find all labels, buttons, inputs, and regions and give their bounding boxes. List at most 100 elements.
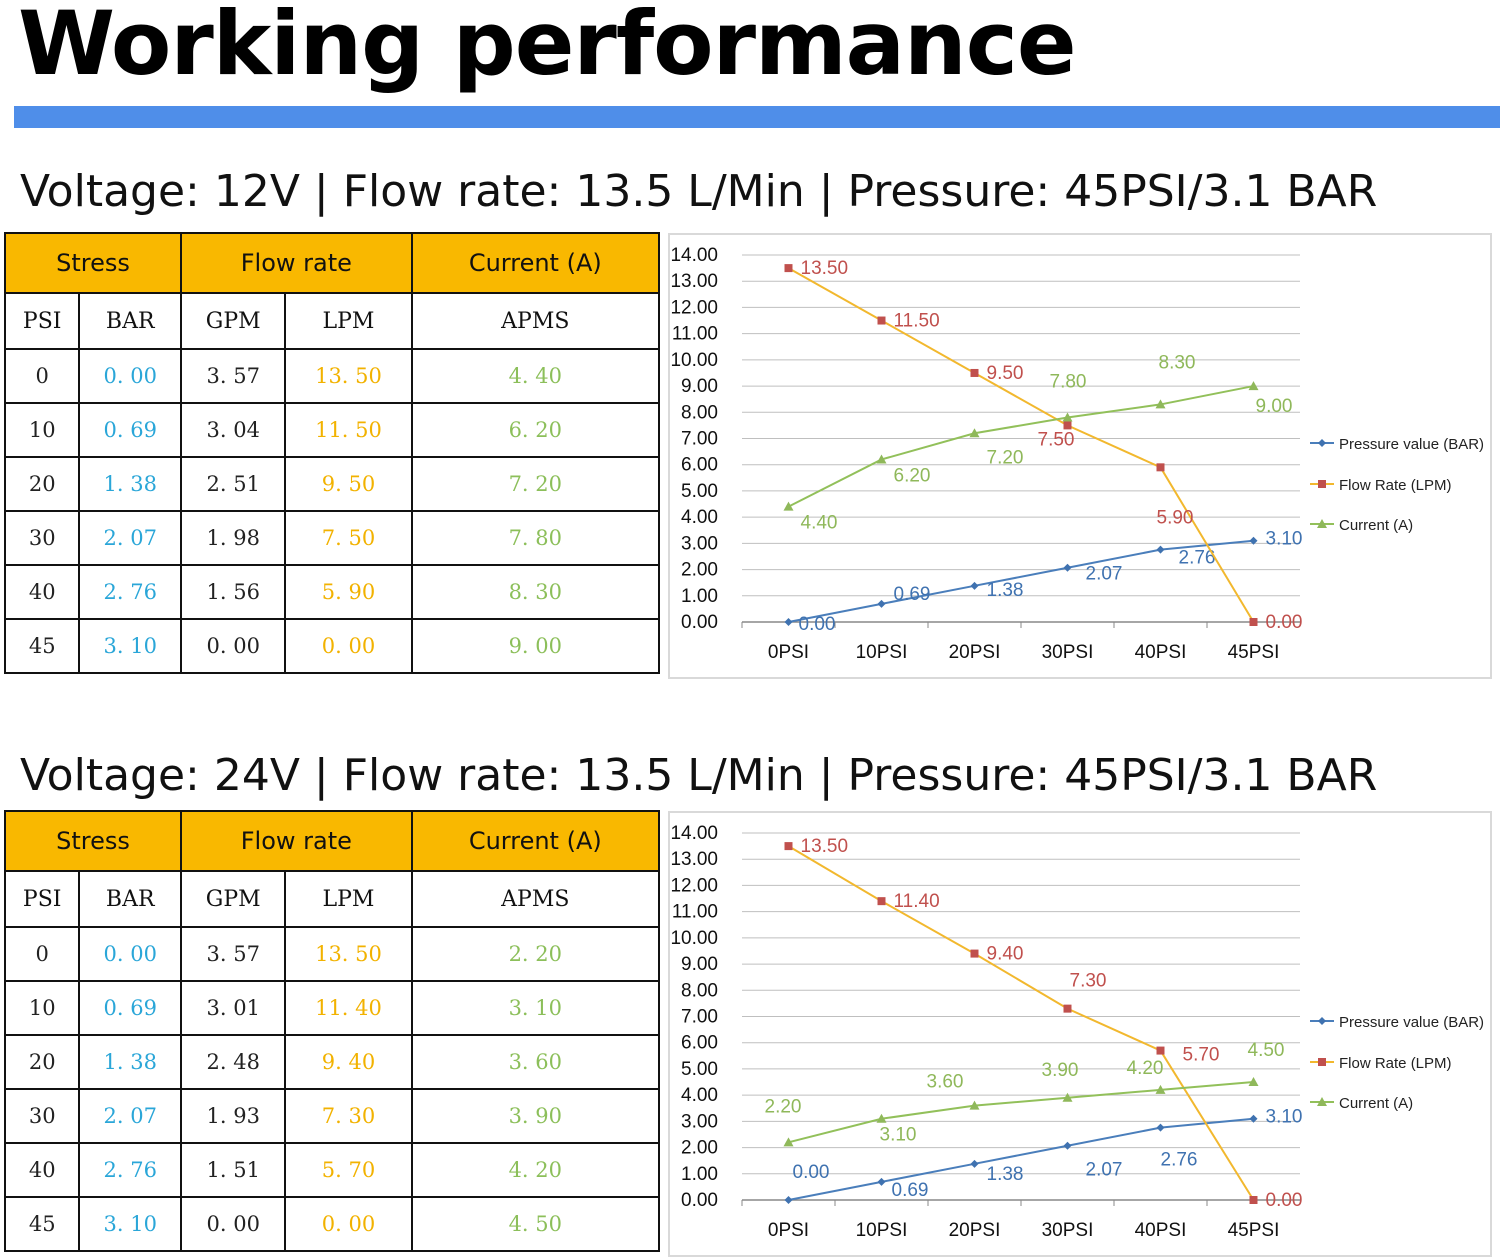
- data-point: [1248, 1077, 1259, 1087]
- data-label: 3.60: [927, 1072, 964, 1093]
- section-12v: Voltage: 12V | Flow rate: 13.5 L/Min | P…: [0, 0, 1500, 679]
- cell-bar: 0. 00: [78, 348, 183, 404]
- cell-bar: 1. 38: [78, 1034, 183, 1090]
- data-label: 2.20: [765, 1096, 802, 1117]
- data-point: [970, 1159, 979, 1168]
- section-subtitle: Voltage: 12V | Flow rate: 13.5 L/Min | P…: [20, 166, 1378, 217]
- subheader-gpm: GPM: [180, 870, 287, 928]
- cell-psi: 30: [3, 1088, 81, 1144]
- y-tick-label: 3.00: [681, 1111, 718, 1132]
- cell-psi: 30: [3, 510, 81, 566]
- x-tick-label: 40PSI: [1135, 642, 1187, 663]
- data-label: 4.50: [1248, 1040, 1285, 1061]
- cell-apms: 4. 20: [410, 1142, 661, 1198]
- cell-bar: 1. 38: [78, 456, 183, 512]
- y-tick-label: 4.00: [681, 1085, 718, 1106]
- data-label: 3.10: [1266, 529, 1303, 550]
- cell-gpm: 0. 00: [180, 1196, 287, 1252]
- data-point: [1249, 1196, 1258, 1204]
- section-subtitle: Voltage: 24V | Flow rate: 13.5 L/Min | P…: [20, 750, 1378, 801]
- cell-gpm: 1. 56: [180, 564, 287, 620]
- data-point: [1063, 421, 1072, 430]
- table-row: 10 0. 69 3. 04 11. 50 6. 20: [3, 402, 661, 458]
- table-row: 45 3. 10 0. 00 0. 00 4. 50: [3, 1196, 661, 1252]
- cell-psi: 0: [3, 926, 81, 982]
- cell-apms: 3. 10: [410, 980, 661, 1036]
- data-label: 11.50: [894, 311, 940, 332]
- data-point: [969, 428, 980, 438]
- table-row: 10 0. 69 3. 01 11. 40 3. 10: [3, 980, 661, 1036]
- y-tick-label: 3.00: [681, 533, 718, 554]
- data-label: 7.30: [1070, 971, 1107, 992]
- cell-lpm: 13. 50: [284, 348, 413, 404]
- data-label: 6.20: [894, 465, 931, 486]
- data-point: [970, 581, 979, 590]
- performance-table: Stress Flow rate Current (A) PSI BAR GPM…: [3, 810, 661, 1252]
- y-tick-label: 13.00: [670, 271, 718, 292]
- x-tick-label: 20PSI: [949, 1220, 1001, 1241]
- cell-gpm: 2. 48: [180, 1034, 287, 1090]
- data-point: [1249, 1114, 1258, 1123]
- y-tick-label: 7.00: [681, 429, 718, 450]
- line-chart-24v: 0.00 1.00 2.00 3.00 4.00 5.00 6.00 7.00 8.00 9.00…: [668, 811, 1492, 1257]
- data-point: [969, 1100, 980, 1110]
- data-label: 3.90: [1042, 1060, 1079, 1081]
- data-point: [1156, 545, 1165, 554]
- cell-gpm: 2. 51: [180, 456, 287, 512]
- legend-label: Pressure value (BAR): [1339, 436, 1484, 453]
- data-point: [1248, 381, 1259, 391]
- data-point: [876, 1113, 887, 1123]
- table-row: 20 1. 38 2. 48 9. 40 3. 60: [3, 1034, 661, 1090]
- x-tick-label: 45PSI: [1228, 1220, 1280, 1241]
- header-current: Current (A): [410, 810, 661, 872]
- cell-psi: 10: [3, 980, 81, 1036]
- cell-lpm: 5. 70: [284, 1142, 413, 1198]
- y-tick-label: 9.00: [681, 954, 718, 975]
- y-tick-label: 10.00: [670, 928, 718, 949]
- data-point: [1063, 563, 1072, 572]
- data-point: [784, 842, 793, 851]
- page-title: Working performance: [18, 0, 1077, 95]
- data-point: [784, 618, 793, 626]
- table-row: 45 3. 10 0. 00 0. 00 9. 00: [3, 618, 661, 674]
- data-point: [970, 368, 979, 377]
- data-label: 11.40: [894, 891, 940, 912]
- x-tick-label: 30PSI: [1042, 1220, 1094, 1241]
- data-label: 0.00: [1266, 1190, 1303, 1211]
- subheader-bar: BAR: [78, 870, 183, 928]
- data-label: 9.50: [987, 363, 1024, 384]
- series-line: [788, 267, 1255, 623]
- cell-lpm: 9. 50: [284, 456, 413, 512]
- x-tick-label: 20PSI: [949, 642, 1001, 663]
- y-tick-label: 2.00: [681, 560, 718, 581]
- y-tick-label: 7.00: [681, 1007, 718, 1028]
- data-label: 0.69: [892, 1180, 929, 1201]
- cell-apms: 6. 20: [410, 402, 661, 458]
- cell-lpm: 7. 30: [284, 1088, 413, 1144]
- cell-apms: 7. 20: [410, 456, 661, 512]
- data-label: 9.00: [1256, 396, 1293, 417]
- subheader-gpm: GPM: [180, 292, 287, 350]
- cell-bar: 2. 76: [78, 1142, 183, 1198]
- table-row: 20 1. 38 2. 51 9. 50 7. 20: [3, 456, 661, 512]
- data-point: [1155, 1084, 1166, 1094]
- y-tick-label: 6.00: [681, 455, 718, 476]
- legend-label: Flow Rate (LPM): [1339, 477, 1452, 494]
- table-row: 30 2. 07 1. 93 7. 30 3. 90: [3, 1088, 661, 1144]
- y-tick-label: 0.00: [681, 612, 718, 633]
- cell-lpm: 0. 00: [284, 618, 413, 674]
- cell-lpm: 11. 40: [284, 980, 413, 1036]
- chart-svg: 0.00 1.00 2.00 3.00 4.00 5.00 6.00 7.00 8.00 9.00…: [670, 245, 1484, 663]
- legend-label: Flow Rate (LPM): [1339, 1055, 1452, 1072]
- data-point: [1156, 463, 1165, 472]
- data-label: 1.38: [987, 1164, 1024, 1185]
- x-tick-label: 10PSI: [856, 642, 908, 663]
- table-row: 40 2. 76 1. 56 5. 90 8. 30: [3, 564, 661, 620]
- data-label: 7.80: [1050, 372, 1087, 393]
- data-point: [1063, 1141, 1072, 1150]
- cell-psi: 10: [3, 402, 81, 458]
- data-label: 0.00: [799, 614, 836, 635]
- cell-bar: 3. 10: [78, 618, 183, 674]
- legend-marker: [1318, 1058, 1326, 1066]
